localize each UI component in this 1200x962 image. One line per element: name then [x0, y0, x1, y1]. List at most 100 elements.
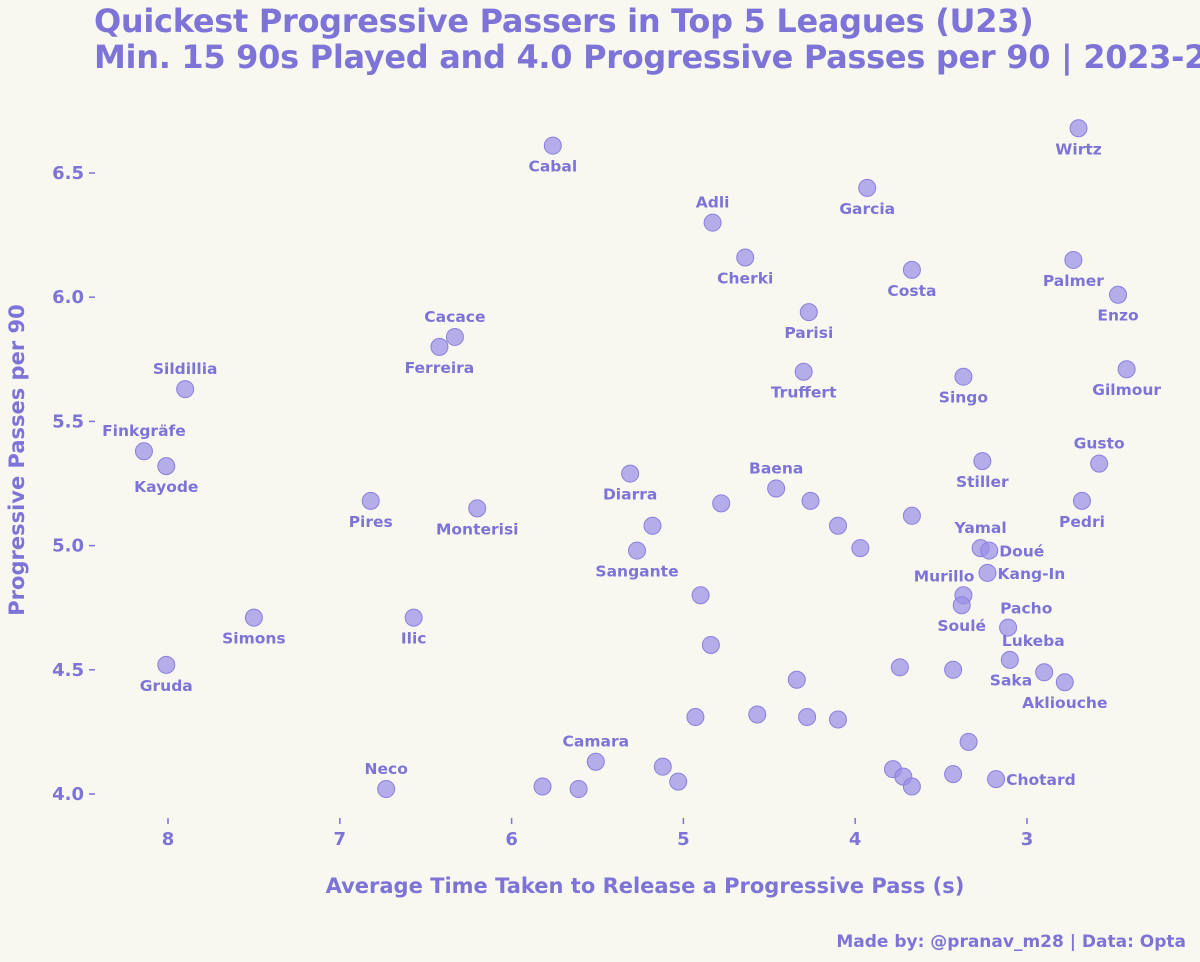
scatter-point [736, 248, 755, 267]
point-label: Saka [990, 671, 1032, 689]
point-label: Simons [222, 630, 286, 648]
point-label: Cabal [528, 158, 577, 176]
point-label: Gruda [140, 677, 193, 695]
scatter-point [1035, 663, 1054, 682]
point-label: Pacho [1000, 600, 1052, 618]
point-label: Pedri [1059, 513, 1105, 531]
scatter-point [987, 770, 1006, 789]
scatter-point [902, 506, 921, 525]
scatter-point [973, 452, 992, 471]
scatter-point [858, 178, 877, 197]
y-tick-label: 4.0 [52, 784, 84, 805]
y-axis: 4.0 4.5 5.0 5.5 6.0 6.5 [52, 163, 95, 805]
x-axis-label: Average Time Taken to Release a Progress… [326, 874, 965, 898]
scatter-point [1064, 250, 1083, 269]
chart-title: Quickest Progressive Passers in Top 5 Le… [94, 2, 1034, 40]
point-label: Sangante [595, 563, 678, 581]
x-tick-label: 4 [849, 829, 862, 850]
point-label: Finkgräfe [102, 422, 186, 440]
scatter-point [959, 732, 978, 751]
scatter-point [361, 491, 380, 510]
scatter-point [404, 608, 423, 627]
point-label: Costa [887, 282, 936, 300]
point-label: Diarra [603, 486, 657, 504]
point-label: Kayode [134, 478, 198, 496]
scatter-point [829, 710, 848, 729]
scatter-point [1055, 673, 1074, 692]
y-tick-label: 4.5 [52, 660, 84, 681]
scatter-point [686, 707, 705, 726]
x-axis: 8 7 6 5 4 3 [162, 818, 1033, 850]
scatter-point [952, 596, 971, 615]
point-label: Gilmour [1092, 381, 1161, 399]
scatter-point [980, 541, 999, 560]
scatter-point [798, 707, 817, 726]
scatter-point [851, 539, 870, 558]
point-label: Yamal [954, 519, 1007, 537]
x-tick-label: 7 [334, 829, 347, 850]
y-tick-label: 5.5 [52, 411, 84, 432]
scatter-point [669, 772, 688, 791]
x-tick-label: 8 [162, 829, 175, 850]
point-label: Wirtz [1055, 140, 1102, 158]
scatter-point [533, 777, 552, 796]
point-label: Camara [563, 733, 630, 751]
scatter-points: Wirtz Cabal Garcia Adli Cherki Palmer Costa Enz… [102, 119, 1161, 799]
scatter-point [543, 136, 562, 155]
scatter-point [954, 367, 973, 386]
point-label: Kang-In [997, 565, 1065, 583]
point-label: Lukeba [1002, 632, 1065, 650]
scatter-point [1109, 285, 1128, 304]
chart-subtitle: Min. 15 90s Played and 4.0 Progressive P… [94, 38, 1200, 76]
scatter-point [787, 670, 806, 689]
x-tick-label: 6 [505, 829, 518, 850]
scatter-point [978, 563, 997, 582]
point-label: Akliouche [1022, 694, 1107, 712]
scatter-point [1000, 650, 1019, 669]
point-label: Stiller [956, 473, 1009, 491]
point-label: Soulé [937, 617, 986, 635]
point-label: Sildillia [153, 360, 218, 378]
point-label: Monterisi [436, 520, 519, 538]
scatter-point [799, 303, 818, 322]
point-label: Cherki [717, 269, 773, 287]
scatter-point [748, 705, 767, 724]
point-label: Gusto [1074, 435, 1125, 453]
scatter-point [176, 380, 195, 399]
scatter-point [134, 442, 153, 461]
scatter-point [902, 260, 921, 279]
point-label: Enzo [1097, 307, 1138, 325]
y-axis-label: Progressive Passes per 90 [5, 304, 29, 615]
scatter-point [794, 362, 813, 381]
point-label: Garcia [839, 200, 895, 218]
scatter-point [157, 655, 176, 674]
scatter-point [703, 213, 722, 232]
point-label: Murillo [914, 567, 975, 585]
scatter-point [653, 757, 672, 776]
scatter-point [628, 541, 647, 560]
scatter-point [468, 499, 487, 518]
credit-text: Made by: @pranav_m28 | Data: Opta [836, 932, 1186, 952]
point-label: Neco [365, 760, 408, 778]
scatter-point [829, 516, 848, 535]
scatter-point [569, 780, 588, 799]
point-label: Ferreira [405, 359, 475, 377]
scatter-point [712, 494, 731, 513]
point-label: Cacace [424, 308, 485, 326]
scatter-point [621, 464, 640, 483]
point-label: Doué [999, 543, 1044, 561]
scatter-point [586, 752, 605, 771]
point-label: Palmer [1043, 272, 1104, 290]
scatter-point [244, 608, 263, 627]
scatter-point [643, 516, 662, 535]
y-tick-label: 6.0 [52, 287, 84, 308]
scatter-point [1117, 360, 1136, 379]
scatter-point [1069, 119, 1088, 138]
point-label: Pires [349, 513, 393, 531]
scatter-point [944, 660, 963, 679]
y-tick-label: 6.5 [52, 163, 84, 184]
scatter-point [691, 586, 710, 605]
point-label: Adli [696, 194, 730, 212]
scatter-point [430, 337, 449, 356]
